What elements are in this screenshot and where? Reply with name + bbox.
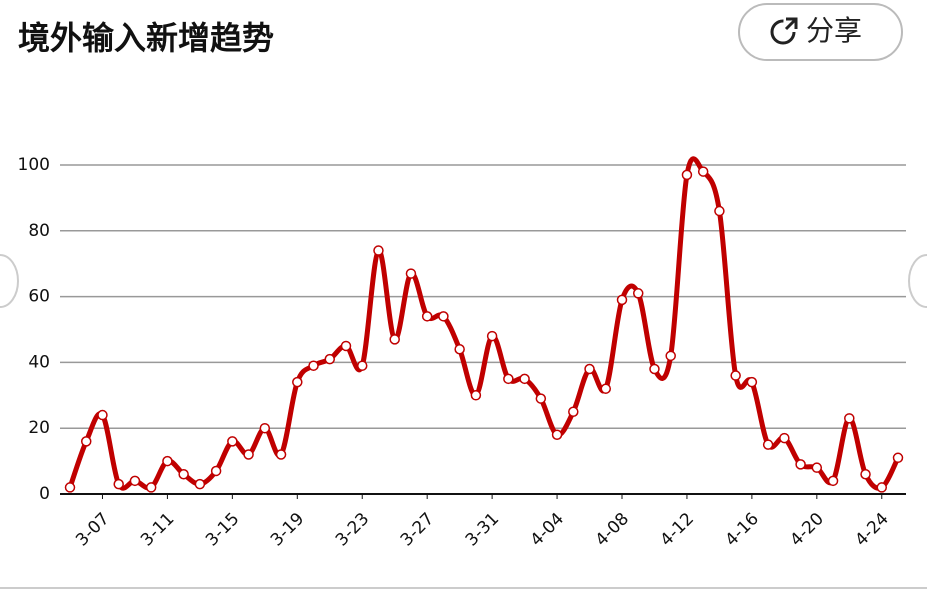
data-point xyxy=(389,334,400,345)
data-point xyxy=(730,370,741,381)
data-point xyxy=(697,166,709,177)
x-tick-label: 4-12 xyxy=(657,509,698,550)
data-point xyxy=(80,436,92,447)
data-point xyxy=(421,311,433,322)
data-point xyxy=(275,449,287,460)
data-point xyxy=(503,373,514,385)
data-point xyxy=(356,360,368,371)
share-button[interactable]: 分享 xyxy=(738,3,903,61)
y-tick-label: 0 xyxy=(39,484,50,504)
data-point xyxy=(210,465,222,477)
data-point xyxy=(746,376,758,388)
share-button-frame[interactable] xyxy=(738,3,903,61)
y-tick-label: 40 xyxy=(28,352,50,372)
scroll-left-tab[interactable] xyxy=(0,254,19,308)
data-point xyxy=(97,409,108,421)
x-tick-label: 3-27 xyxy=(397,509,438,550)
data-point xyxy=(600,383,612,394)
data-point xyxy=(113,478,124,490)
data-point xyxy=(243,449,254,460)
data-point xyxy=(292,376,303,388)
x-tick-label: 3-31 xyxy=(462,509,503,550)
data-point xyxy=(568,406,579,417)
data-point xyxy=(145,482,157,493)
x-tick-label: 3-07 xyxy=(72,509,113,550)
data-point xyxy=(178,469,189,480)
share-icon-arrow xyxy=(784,17,798,31)
data-point xyxy=(519,373,530,385)
x-tick-label: 4-20 xyxy=(786,509,827,550)
data-point xyxy=(876,482,888,493)
x-tick-label: 3-15 xyxy=(202,509,243,550)
data-point xyxy=(324,353,336,365)
chart-title: 境外输入新增趋势 xyxy=(18,19,274,57)
data-point xyxy=(64,482,76,493)
data-point xyxy=(827,475,839,487)
x-tick-label: 4-08 xyxy=(592,509,633,550)
data-point xyxy=(649,363,660,375)
x-tick-label: 4-24 xyxy=(851,509,892,550)
share-icon xyxy=(770,19,796,45)
data-point xyxy=(616,294,628,306)
data-point xyxy=(762,439,774,450)
data-point xyxy=(340,340,352,352)
x-tick-label: 4-16 xyxy=(722,509,763,550)
data-point xyxy=(405,268,417,279)
data-point xyxy=(308,360,319,371)
y-tick-label: 80 xyxy=(28,221,50,241)
y-tick-label: 20 xyxy=(28,418,50,438)
data-point xyxy=(259,422,271,434)
data-point xyxy=(373,245,384,256)
data-point xyxy=(795,459,806,470)
data-point xyxy=(844,413,855,424)
data-point xyxy=(486,330,498,342)
y-tick-label: 60 xyxy=(28,287,50,307)
data-point xyxy=(584,363,595,375)
data-point xyxy=(632,288,644,299)
data-point xyxy=(438,311,449,322)
data-point xyxy=(454,343,465,355)
x-tick-label: 4-04 xyxy=(527,509,568,550)
data-point xyxy=(714,205,725,217)
y-tick-label: 100 xyxy=(18,155,50,175)
data-point xyxy=(811,462,823,473)
data-point xyxy=(681,169,693,181)
series-line xyxy=(67,156,901,491)
x-tick-label: 3-11 xyxy=(137,509,178,550)
data-point xyxy=(665,350,676,362)
data-point xyxy=(535,393,547,404)
share-label[interactable]: 分享 xyxy=(806,14,862,47)
data-point xyxy=(892,452,904,464)
data-point xyxy=(551,429,563,441)
x-tick-label: 3-23 xyxy=(332,509,373,550)
data-point xyxy=(162,455,173,467)
x-tick-label: 3-19 xyxy=(267,509,308,550)
data-point xyxy=(129,475,141,487)
data-point xyxy=(227,436,238,447)
data-point xyxy=(194,478,206,490)
data-point xyxy=(779,432,790,444)
scroll-right-tab[interactable] xyxy=(908,254,927,308)
data-point xyxy=(860,469,871,480)
data-point xyxy=(470,390,482,401)
